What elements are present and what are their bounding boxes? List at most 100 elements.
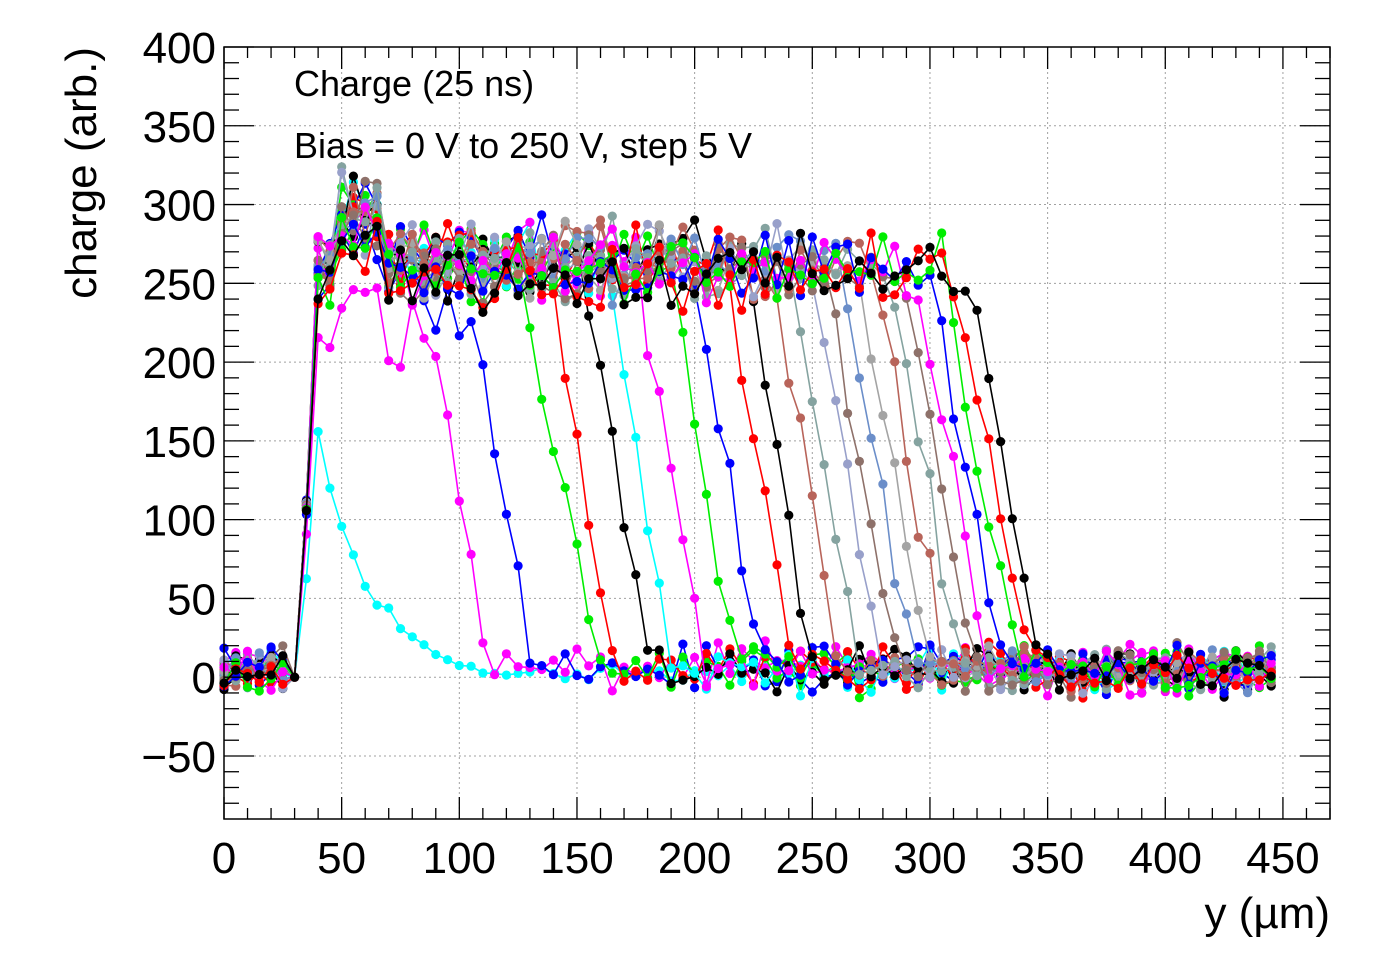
- data-point: [266, 685, 276, 695]
- data-point: [525, 217, 535, 227]
- data-point: [678, 327, 688, 337]
- data-point: [1125, 690, 1135, 700]
- data-point: [595, 662, 606, 672]
- data-point: [348, 550, 358, 560]
- data-point: [725, 247, 735, 258]
- data-point: [690, 683, 700, 693]
- data-point: [725, 615, 735, 626]
- data-point: [337, 303, 347, 313]
- data-point: [772, 242, 782, 252]
- data-point: [1137, 688, 1147, 698]
- data-point: [407, 265, 417, 275]
- data-point: [960, 658, 970, 668]
- data-point: [996, 640, 1006, 650]
- data-point: [937, 680, 947, 690]
- data-point: [1172, 683, 1182, 693]
- x-tick-label: 150: [540, 834, 613, 883]
- x-tick-label: 250: [776, 834, 849, 883]
- data-point: [819, 237, 829, 248]
- data-point: [678, 275, 688, 285]
- data-point: [937, 228, 947, 238]
- data-point: [890, 241, 900, 251]
- data-point: [631, 280, 641, 290]
- data-point: [431, 264, 441, 274]
- data-point: [784, 235, 794, 246]
- data-point: [1054, 685, 1064, 695]
- data-point: [395, 286, 406, 296]
- data-point: [878, 588, 888, 599]
- data-point: [548, 446, 559, 457]
- data-point: [843, 459, 853, 469]
- data-point: [348, 182, 358, 192]
- data-point: [1031, 658, 1041, 668]
- data-point: [866, 268, 876, 278]
- data-point: [713, 663, 723, 674]
- data-point: [1243, 675, 1253, 685]
- data-point: [572, 429, 582, 439]
- data-point: [996, 648, 1006, 659]
- data-point: [1113, 650, 1123, 661]
- data-point: [725, 458, 735, 468]
- data-point: [1043, 691, 1053, 701]
- data-point: [666, 678, 676, 689]
- data-point: [854, 256, 865, 266]
- plot-frame: [223, 46, 1331, 820]
- data-point: [1172, 640, 1182, 651]
- data-point: [890, 644, 900, 654]
- data-point: [737, 668, 747, 678]
- data-point: [678, 258, 688, 268]
- data-point: [843, 274, 853, 284]
- data-point: [772, 252, 782, 262]
- x-tick-labels: 0 50 100 150 200 250 300 350 400 450: [212, 834, 1320, 883]
- data-point: [572, 226, 582, 237]
- data-point: [1125, 639, 1135, 650]
- y-tick-label: 150: [143, 418, 216, 467]
- data-point: [631, 292, 641, 302]
- data-point: [1207, 668, 1217, 679]
- data-point: [737, 257, 747, 267]
- data-point: [878, 670, 888, 680]
- data-point: [925, 409, 935, 419]
- data-point: [1231, 665, 1241, 675]
- data-point: [1066, 682, 1076, 692]
- data-point: [466, 219, 476, 229]
- data-point: [784, 257, 794, 267]
- data-point: [337, 248, 347, 258]
- data-point: [819, 656, 829, 666]
- data-point: [595, 221, 606, 231]
- data-point: [619, 676, 629, 686]
- data-point: [807, 232, 817, 242]
- data-point: [831, 534, 841, 545]
- data-point: [443, 280, 453, 290]
- data-point: [325, 265, 335, 275]
- data-point: [913, 658, 923, 668]
- data-point: [572, 255, 582, 266]
- data-point: [548, 263, 559, 273]
- data-point: [1207, 681, 1217, 691]
- data-point: [866, 687, 876, 697]
- data-point: [525, 323, 535, 333]
- data-point: [348, 171, 358, 181]
- data-point: [1113, 683, 1123, 694]
- data-point: [960, 671, 970, 682]
- data-point: [584, 234, 594, 244]
- data-point: [725, 668, 735, 679]
- data-point: [925, 242, 935, 252]
- data-point: [407, 229, 417, 239]
- x-tick-label: 400: [1129, 834, 1202, 883]
- data-point: [313, 294, 323, 304]
- data-point: [348, 219, 358, 229]
- data-point: [419, 333, 429, 343]
- data-point: [513, 662, 523, 672]
- data-point: [948, 659, 959, 669]
- data-point: [831, 270, 841, 280]
- x-tick-label: 350: [1011, 834, 1084, 883]
- data-point: [560, 216, 570, 226]
- data-point: [937, 657, 947, 667]
- y-tick-label: 0: [192, 654, 216, 703]
- data-point: [443, 655, 453, 665]
- data-point: [525, 266, 535, 276]
- data-point: [372, 221, 382, 231]
- data-point: [1243, 688, 1253, 698]
- data-point: [1160, 656, 1170, 666]
